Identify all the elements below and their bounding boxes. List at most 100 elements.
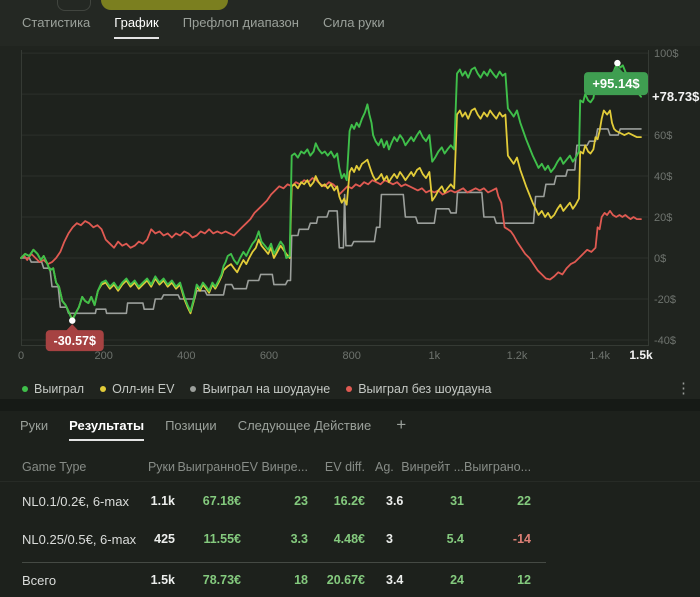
total-separator (22, 562, 546, 563)
tab-results[interactable]: Результаты (69, 418, 145, 441)
winnings-graph[interactable]: 100$ 60$ 40$ 20$ 0$ -20$ -40$ +78.73$ 0 200 400 600… (0, 46, 700, 378)
kebab-menu-icon[interactable]: ⋮ (676, 380, 691, 397)
max-value-badge (584, 72, 648, 96)
table-cell: NL0.1/0.2€, 6-max (22, 493, 129, 509)
table-cell: 425 (154, 532, 175, 546)
table-cell: 5.4 (446, 532, 464, 546)
x-tick-label: 1.4k (589, 350, 610, 362)
table-cell: 78.73€ (202, 573, 241, 587)
table-cell: Всего (22, 572, 57, 588)
tab-hands[interactable]: Руки (20, 418, 49, 433)
header-cell[interactable]: Выигранно (177, 459, 241, 474)
table-cell: 3.4 (386, 573, 404, 587)
green-dot-icon (22, 386, 28, 392)
y-tick-label: 100$ (654, 48, 678, 60)
x-tick-label: 400 (177, 350, 195, 362)
badge-pointer (65, 324, 80, 332)
legend-item-won[interactable]: Выиграл (22, 382, 84, 396)
tab-positions[interactable]: Позиции (165, 418, 217, 433)
min-value-label: -30.57$ (54, 334, 96, 348)
yellow-dot-icon (100, 386, 107, 392)
legend-item-allin-ev[interactable]: Олл-ин EV (100, 382, 174, 396)
header-cell[interactable]: Руки (147, 459, 175, 474)
table-row[interactable]: NL0.1/0.2€, 6-max 1.1k 67.18€ 23 16.2€ 3.6 31 2… (0, 482, 678, 520)
legend-item-won-no-showdown[interactable]: Выиграл без шоудауна (346, 382, 492, 396)
y-tick-label: 40$ (654, 171, 672, 183)
y-tick-label: 60$ (654, 130, 672, 142)
header-cell[interactable]: Ag. (375, 459, 394, 474)
tab-preflop-range[interactable]: Префлоп диапазон (182, 15, 299, 30)
table-cell: 16.2€ (333, 494, 365, 508)
legend-item-won-showdown[interactable]: Выиграл на шоудауне (190, 382, 330, 396)
table-cell: 3.6 (386, 494, 404, 508)
table-header-row: Game Type Руки Выигранно EV Винре... EV diff… (0, 452, 700, 482)
y-tick-label: -20$ (654, 294, 676, 306)
min-value-badge (45, 330, 104, 352)
header-cell[interactable]: Выиграно... (464, 459, 532, 474)
table-cell: 22 (517, 494, 531, 508)
tab-graph[interactable]: График (114, 15, 159, 39)
legend-label: Выиграл (34, 382, 85, 396)
table-cell: 31 (450, 494, 464, 508)
table-cell: 11.55€ (203, 532, 241, 546)
y-tick-label: -40$ (654, 335, 676, 347)
table-cell: 12 (517, 573, 531, 587)
marker-dot (614, 59, 621, 67)
legend-label: Олл-ин EV (112, 382, 175, 396)
x-tick-label: 1k (428, 350, 440, 362)
header-cell[interactable]: EV diff. (324, 459, 365, 474)
x-tick-label: 1.2k (507, 350, 528, 362)
tab-next-action[interactable]: Следующее Действие (237, 418, 372, 433)
chart-legend: Выиграл Олл-ин EV Выиграл на шоудауне Вы… (22, 379, 492, 399)
plot-border (21, 50, 649, 346)
x-tick-label: 1.5k (629, 348, 653, 362)
results-section (0, 411, 700, 597)
table-cell: 4.48€ (333, 532, 365, 546)
table-cell: 3.3 (290, 532, 308, 546)
table-body: NL0.1/0.2€, 6-max 1.1k 67.18€ 23 16.2€ 3.6 31 2… (0, 482, 678, 558)
gray-dot-icon (190, 386, 197, 392)
current-value-label: +78.73$ (652, 89, 700, 104)
table-total-row: Всего 1.5k 78.73€ 18 20.67€ 3.4 24 12 (0, 563, 678, 597)
series-line (20, 107, 642, 321)
add-tab-icon[interactable]: + (396, 415, 407, 434)
red-dot-icon (346, 386, 353, 392)
secondary-tab-bar: Руки Результаты Позиции Следующее Действ… (20, 415, 410, 441)
y-tick-label: 0$ (654, 253, 666, 265)
series-line (20, 62, 642, 322)
series-line (20, 128, 642, 315)
x-tick-label: 200 (95, 350, 113, 362)
primary-tab-bar: Статистика График Префлоп диапазон Сила … (22, 15, 385, 39)
header-cell[interactable]: Game Type (22, 459, 87, 474)
table-cell: -14 (512, 532, 531, 546)
x-tick-label: 0 (18, 350, 24, 362)
table-cell: 18 (294, 573, 308, 587)
table-cell: NL0.25/0.5€, 6-max (22, 531, 137, 547)
top-pill-button[interactable] (101, 0, 228, 10)
table-cell: 24 (450, 573, 464, 587)
tab-hand-strength[interactable]: Сила руки (322, 15, 385, 30)
table-cell: 67.18€ (202, 494, 241, 508)
table-cell: 23 (294, 494, 308, 508)
header-cell[interactable]: EV Винре... (241, 459, 308, 474)
table-cell: 3 (386, 532, 393, 546)
max-value-label: +95.14$ (592, 76, 640, 91)
marker-dot (69, 317, 76, 324)
series-line (20, 177, 642, 281)
tab-statistics[interactable]: Статистика (22, 15, 91, 30)
legend-label: Выиграл без шоудауна (358, 382, 492, 396)
legend-label: Выиграл на шоудауне (202, 382, 331, 396)
total-row[interactable]: Всего 1.5k 78.73€ 18 20.67€ 3.4 24 12 (0, 563, 678, 597)
plot-area (21, 50, 648, 345)
header-cell[interactable]: Винрейт ... (401, 459, 464, 474)
badge-pointer (610, 66, 625, 74)
section-divider (0, 399, 700, 411)
table-cell: 1.5k (150, 573, 175, 587)
x-tick-label: 800 (343, 350, 361, 362)
x-tick-label: 600 (260, 350, 278, 362)
table-row[interactable]: NL0.25/0.5€, 6-max 425 11.55€ 3.3 4.48€ 3 5.4 -… (0, 520, 678, 558)
table-cell: 1.1k (150, 494, 175, 508)
y-tick-label: 20$ (654, 212, 672, 224)
top-ghost-button[interactable] (57, 0, 91, 11)
table-cell: 20.67€ (326, 573, 365, 587)
